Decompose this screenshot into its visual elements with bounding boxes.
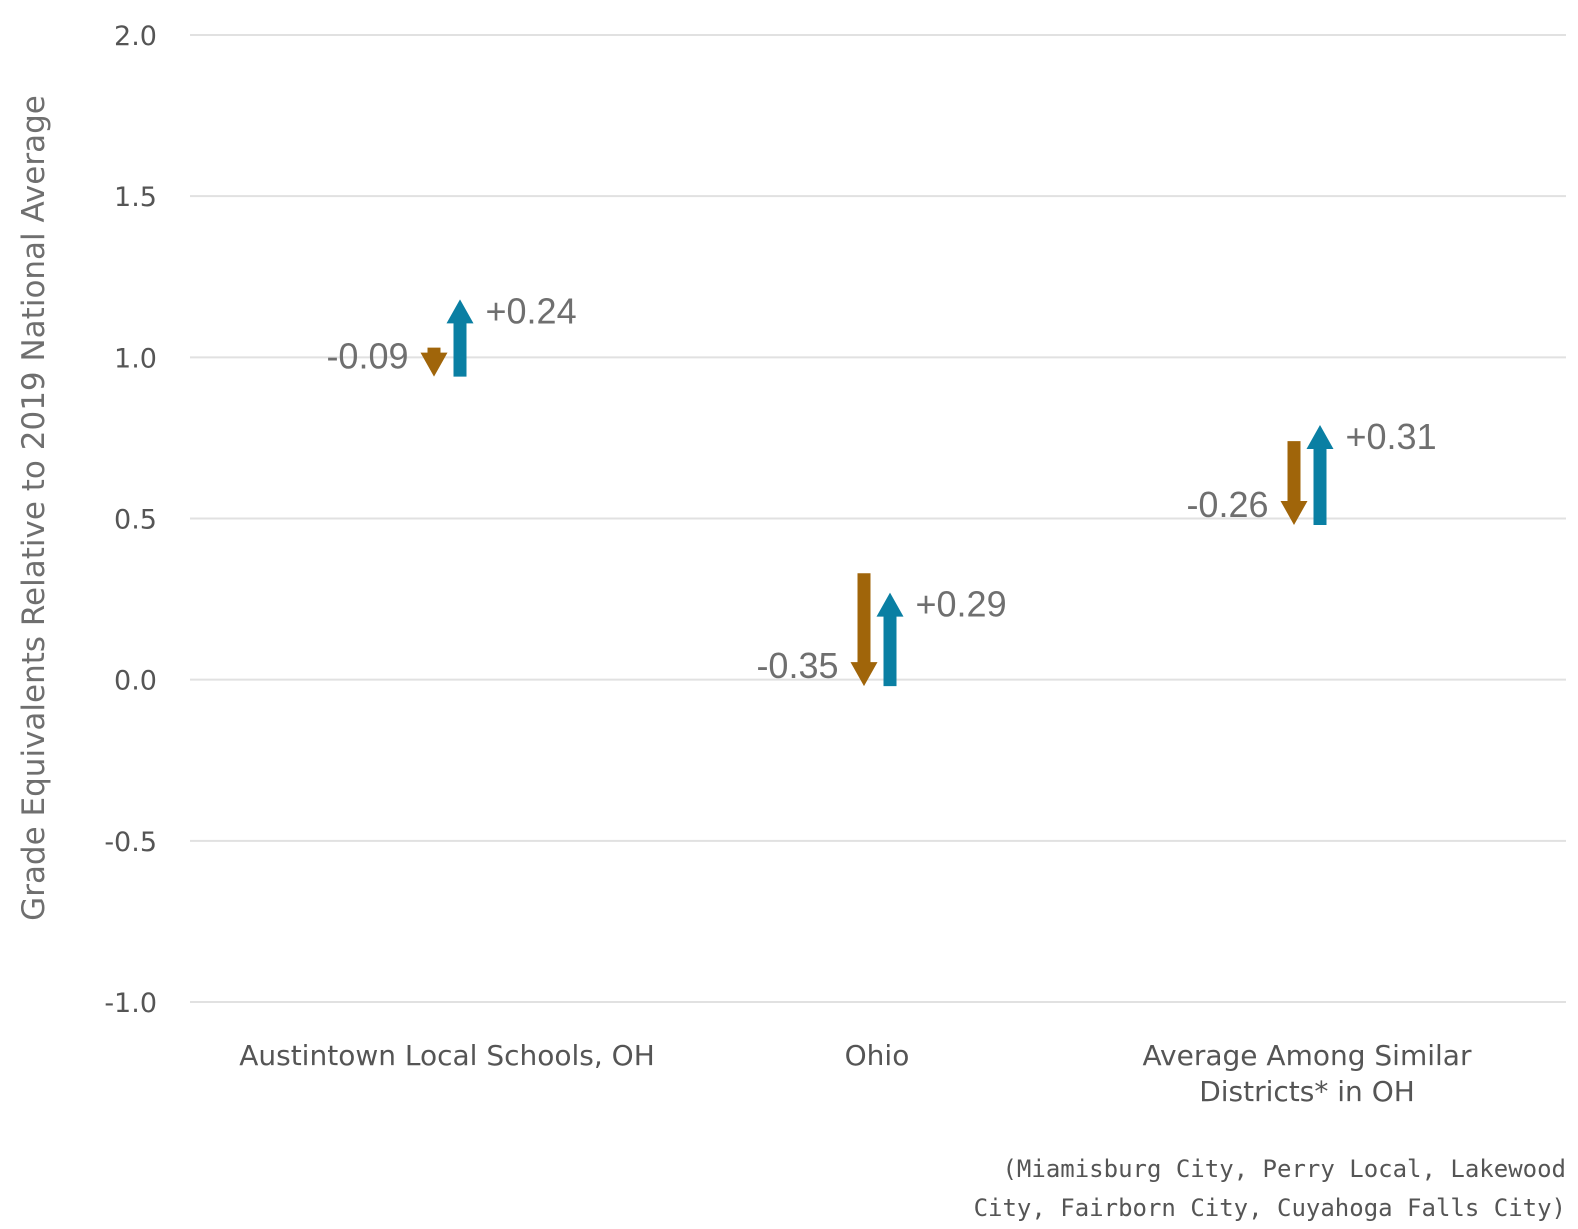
y-tick-label: -0.5 — [104, 827, 157, 858]
y-tick-label: 1.0 — [114, 343, 157, 374]
arrow-marks — [420, 299, 1334, 687]
increase-arrow — [1306, 425, 1334, 525]
gridlines — [190, 34, 1566, 1003]
x-axis-category-labels: Austintown Local Schools, OH Ohio Average … — [239, 1039, 1472, 1108]
y-tick-label: 0.5 — [114, 505, 157, 536]
y-tick-label: -1.0 — [104, 988, 157, 1019]
category-label: Austintown Local Schools, OH — [239, 1039, 655, 1072]
increase-value-label: +0.31 — [1346, 416, 1437, 457]
footnote-line: City, Fairborn City, Cuyahoga Falls City… — [974, 1194, 1566, 1222]
y-axis-title: Grade Equivalents Relative to 2019 Natio… — [16, 95, 52, 921]
footnote: (Miamisburg City, Perry Local, Lakewood C… — [974, 1155, 1566, 1222]
decrease-value-label: -0.09 — [326, 336, 408, 377]
category-label: Ohio — [845, 1039, 910, 1072]
y-tick-label: 1.5 — [114, 182, 157, 213]
y-tick-label: 2.0 — [114, 21, 157, 52]
decrease-value-label: -0.26 — [1186, 484, 1268, 525]
increase-arrow — [446, 299, 474, 377]
increase-value-label: +0.29 — [916, 584, 1007, 625]
category-label: Districts* in OH — [1199, 1075, 1415, 1108]
increase-arrow — [876, 592, 904, 687]
decrease-arrow — [1280, 441, 1308, 525]
increase-value-label: +0.24 — [486, 290, 577, 331]
y-tick-label: 0.0 — [114, 666, 157, 697]
decrease-value-label: -0.35 — [756, 645, 838, 686]
value-labels: -0.09 -0.35 -0.26 +0.24 +0.29 +0.31 — [326, 290, 1436, 686]
decrease-arrow — [850, 573, 878, 687]
decrease-arrow — [420, 347, 448, 377]
y-axis-tick-labels: 2.0 1.5 1.0 0.5 0.0 -0.5 -1.0 — [104, 21, 157, 1019]
category-label: Average Among Similar — [1143, 1039, 1472, 1072]
footnote-line: (Miamisburg City, Perry Local, Lakewood — [1002, 1155, 1566, 1183]
